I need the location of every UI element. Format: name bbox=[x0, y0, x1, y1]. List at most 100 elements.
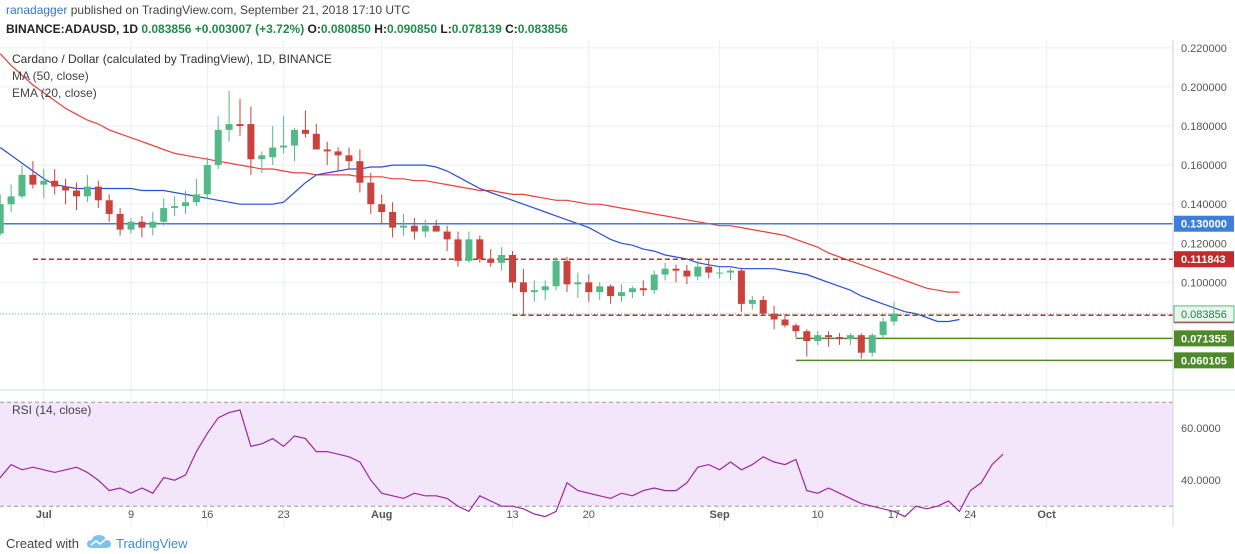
candle-body bbox=[759, 299, 767, 314]
candle-body bbox=[432, 225, 440, 232]
candle bbox=[792, 323, 800, 338]
candle bbox=[214, 116, 222, 169]
candle-body bbox=[160, 208, 168, 222]
candles bbox=[0, 90, 898, 359]
published-text: published on TradingView.com, September … bbox=[67, 3, 411, 17]
rsi-pane bbox=[0, 401, 1173, 518]
last-price-label: 0.083856 bbox=[1181, 309, 1227, 321]
candle-body bbox=[465, 239, 473, 261]
candle bbox=[596, 282, 604, 300]
tradingview-brand[interactable]: TradingView bbox=[116, 536, 188, 551]
candle bbox=[18, 165, 26, 199]
candle-body bbox=[301, 129, 309, 134]
level-label-box bbox=[1174, 251, 1234, 268]
candle-body bbox=[214, 129, 222, 166]
candle-body bbox=[672, 268, 680, 271]
rsi-band-fill bbox=[0, 402, 1173, 507]
candle bbox=[203, 157, 211, 199]
candle bbox=[323, 141, 331, 166]
candle-body bbox=[836, 337, 843, 340]
candle bbox=[661, 262, 669, 281]
candle bbox=[400, 213, 407, 236]
candle-body bbox=[29, 174, 37, 185]
time-tick-label: 24 bbox=[964, 509, 976, 521]
candle bbox=[7, 184, 15, 212]
candle-body bbox=[400, 225, 407, 228]
price-tick-label: 0.220000 bbox=[1181, 43, 1227, 55]
candle-body bbox=[541, 286, 549, 291]
candle-body bbox=[781, 319, 789, 326]
candle-body bbox=[530, 290, 538, 293]
candle-body bbox=[868, 335, 876, 353]
candle-body bbox=[792, 325, 800, 332]
candle bbox=[432, 219, 440, 232]
price-tick-label: 0.100000 bbox=[1181, 277, 1227, 289]
candle bbox=[737, 268, 745, 312]
candle-body bbox=[345, 155, 353, 162]
candle-body bbox=[727, 270, 734, 273]
candle-body bbox=[639, 288, 647, 291]
author-link[interactable]: ranadagger bbox=[6, 3, 68, 17]
candle bbox=[62, 178, 70, 205]
time-tick-label: Jul bbox=[36, 509, 52, 521]
candle-body bbox=[443, 231, 451, 240]
candle bbox=[846, 333, 854, 345]
price-chart[interactable]: 0.1300000.1118430.0831920.0713550.060105… bbox=[0, 40, 1235, 528]
candle bbox=[727, 268, 734, 281]
candle bbox=[465, 231, 473, 263]
rsi-line bbox=[0, 409, 1004, 518]
candle-body bbox=[563, 260, 571, 285]
candle bbox=[225, 90, 233, 142]
candle-body bbox=[378, 204, 386, 212]
candle bbox=[879, 317, 887, 340]
candle-body bbox=[269, 147, 277, 158]
candle bbox=[367, 172, 375, 214]
candle-body bbox=[127, 221, 135, 230]
candle-body bbox=[225, 124, 233, 130]
candle bbox=[716, 266, 724, 279]
candle-body bbox=[574, 282, 582, 285]
candle-body bbox=[312, 133, 320, 150]
price-tick-label: 0.180000 bbox=[1181, 121, 1227, 133]
candle-body bbox=[890, 313, 898, 322]
candle bbox=[530, 280, 538, 302]
candle bbox=[509, 251, 516, 289]
ma50-legend: MA (50, close) bbox=[12, 69, 89, 83]
publish-info: ranadagger published on TradingView.com,… bbox=[6, 3, 410, 17]
candle-body bbox=[454, 239, 462, 261]
ma50-line bbox=[0, 53, 960, 293]
candle bbox=[803, 329, 811, 357]
candle-body bbox=[487, 258, 495, 263]
candle bbox=[519, 268, 527, 316]
candle bbox=[192, 178, 200, 207]
candle bbox=[705, 258, 713, 279]
candle bbox=[618, 284, 625, 302]
rsi-tick-label: 40.0000 bbox=[1181, 475, 1221, 487]
time-tick-label: Sep bbox=[710, 509, 730, 521]
candle-body bbox=[356, 161, 364, 183]
candle-body bbox=[857, 335, 865, 353]
candle bbox=[236, 98, 244, 136]
close-value: 0.083856 bbox=[517, 22, 568, 36]
time-tick-label: 9 bbox=[128, 509, 134, 521]
created-with-text: Created with bbox=[6, 536, 79, 551]
candle-body bbox=[323, 149, 331, 152]
candle-body bbox=[737, 270, 745, 304]
candle-body bbox=[748, 299, 756, 304]
candle bbox=[149, 212, 157, 236]
open-label: O: bbox=[307, 22, 321, 36]
candle-body bbox=[519, 282, 527, 293]
candle bbox=[29, 161, 37, 189]
chart-header: ranadagger published on TradingView.com,… bbox=[0, 0, 1235, 40]
candle-body bbox=[334, 151, 342, 156]
candle-body bbox=[18, 174, 26, 197]
candle-body bbox=[421, 225, 429, 232]
candle bbox=[487, 249, 495, 267]
candle-body bbox=[367, 182, 375, 205]
price-tick-label: 0.120000 bbox=[1181, 238, 1227, 250]
candle-body bbox=[280, 145, 288, 148]
candle bbox=[127, 217, 135, 234]
candle bbox=[334, 147, 342, 171]
candle bbox=[105, 194, 113, 222]
candle bbox=[345, 147, 353, 169]
